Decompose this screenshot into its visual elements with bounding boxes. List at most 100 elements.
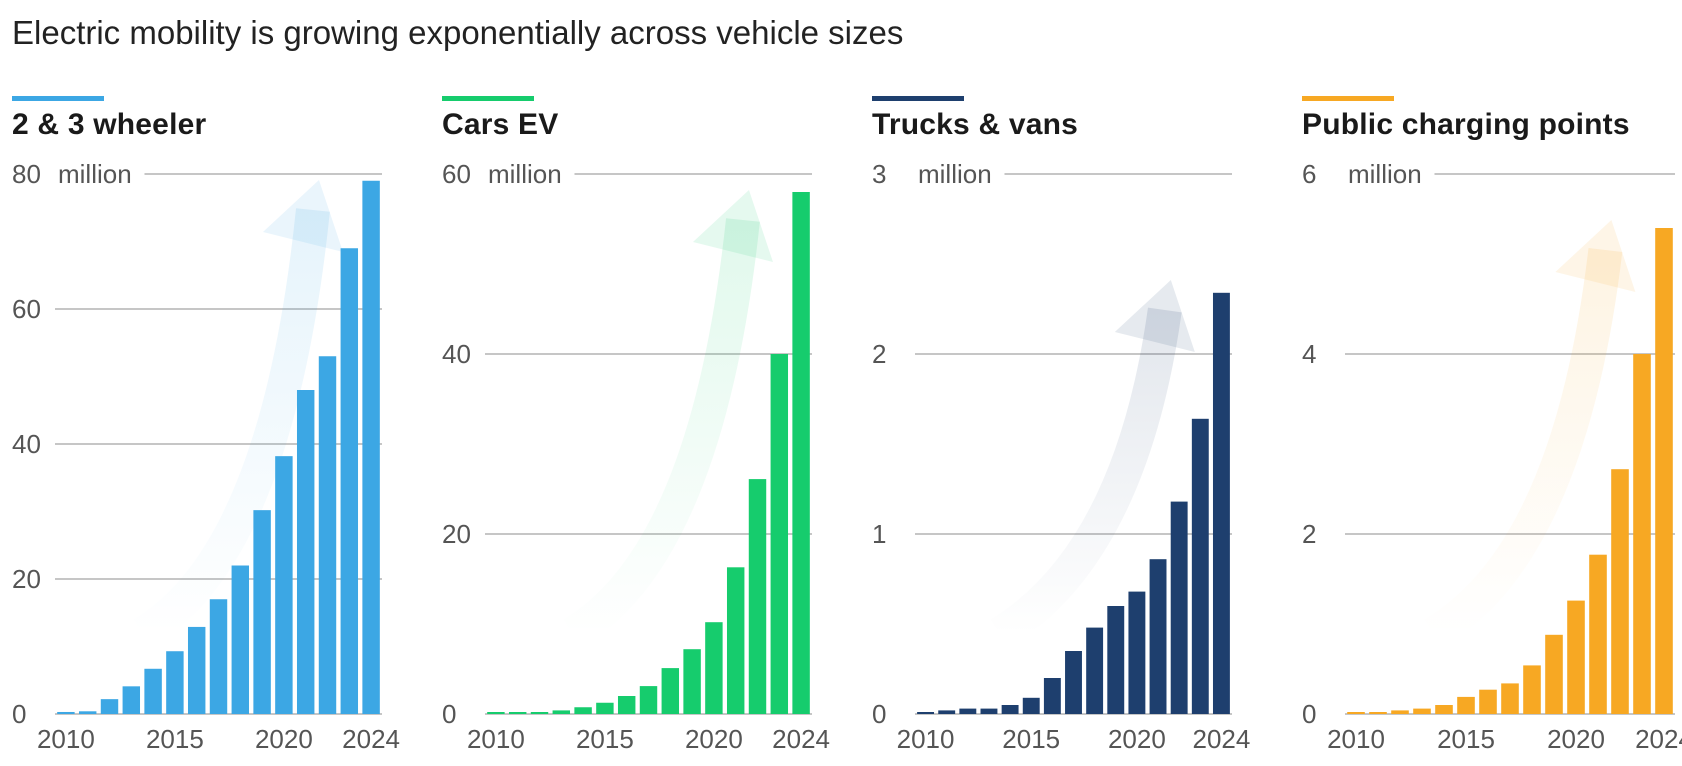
bar-2023 <box>770 354 789 714</box>
bar-2012 <box>530 712 549 714</box>
bar-2015 <box>1022 697 1040 714</box>
bar-2010 <box>57 711 75 714</box>
y-tick-label: 20 <box>12 564 41 594</box>
bar-2018 <box>231 565 250 714</box>
bar-2017 <box>639 686 658 714</box>
x-tick-label: 2020 <box>685 724 743 754</box>
bar-2023 <box>340 248 359 714</box>
panel-title: Trucks & vans <box>872 108 1079 141</box>
bar-2012 <box>100 699 119 714</box>
x-tick-label: 2015 <box>576 724 634 754</box>
y-tick-label: 2 <box>1302 519 1316 549</box>
bar-2010 <box>487 712 505 714</box>
x-tick-label: 2024 <box>342 724 400 754</box>
trend-arrow-head-icon <box>1114 280 1195 352</box>
unit-label: million <box>918 159 992 189</box>
x-tick-label: 2020 <box>255 724 313 754</box>
bar-2023 <box>1633 354 1651 714</box>
bar-2015 <box>1457 696 1475 714</box>
panel-accent-bar <box>1302 96 1394 101</box>
panel-accent-bar <box>12 96 104 101</box>
y-tick-label: 80 <box>12 159 41 189</box>
bar-2020 <box>705 622 723 714</box>
x-tick-label: 2024 <box>1193 724 1251 754</box>
bar-2018 <box>661 668 680 714</box>
bar-2024 <box>792 192 810 714</box>
x-tick-label: 2015 <box>146 724 204 754</box>
bar-2014 <box>144 668 162 714</box>
bar-2017 <box>209 599 228 714</box>
y-tick-label: 40 <box>442 339 471 369</box>
y-tick-label: 0 <box>12 699 26 729</box>
y-tick-label: 6 <box>1302 159 1316 189</box>
y-tick-label: 2 <box>872 339 886 369</box>
bar-2019 <box>1545 634 1563 714</box>
unit-label: million <box>488 159 562 189</box>
bar-2016 <box>187 626 206 714</box>
bar-chart-public-charging-points: 0 2 4 6 million 2010 2015 2020 2024 <box>1302 159 1682 754</box>
x-tick-label: 2010 <box>467 724 525 754</box>
bar-2020 <box>1567 600 1585 714</box>
y-tick-label: 0 <box>1302 699 1316 729</box>
bar-2014 <box>1001 705 1019 714</box>
x-tick-label: 2010 <box>897 724 955 754</box>
bar-2015 <box>596 702 614 714</box>
bar-2019 <box>683 649 701 714</box>
bar-2022 <box>318 356 337 714</box>
bar-chart-cars-ev: 0 20 40 60 million 2010 2015 2020 2024 <box>442 159 830 754</box>
panel-cars-ev: Cars EV 0 20 40 60 million 2010 2015 2020 2024 <box>430 0 850 766</box>
unit-label: million <box>1348 159 1422 189</box>
y-tick-label: 60 <box>442 159 471 189</box>
panel-title: Public charging points <box>1302 108 1630 141</box>
bar-2016 <box>1479 689 1497 714</box>
bar-2014 <box>1435 705 1453 714</box>
trend-arrow-head-icon <box>262 180 343 252</box>
bar-2022 <box>1170 501 1188 714</box>
bar-2011 <box>78 711 97 714</box>
bar-2024 <box>1655 228 1673 714</box>
bar-2024 <box>1212 292 1230 714</box>
bar-2021 <box>296 390 315 714</box>
bar-chart-trucks-vans: 0 1 2 3 million 2010 2015 2020 2024 <box>872 159 1251 754</box>
y-tick-label: 40 <box>12 429 41 459</box>
bar-2013 <box>1413 708 1431 714</box>
y-tick-label: 4 <box>1302 339 1316 369</box>
bar-2014 <box>574 707 592 714</box>
y-tick-label: 60 <box>12 294 41 324</box>
bar-2019 <box>253 510 271 714</box>
x-tick-label: 2015 <box>1437 724 1495 754</box>
x-tick-label: 2010 <box>37 724 95 754</box>
bar-2021 <box>726 567 745 714</box>
x-tick-label: 2010 <box>1327 724 1385 754</box>
bar-2017 <box>1065 651 1082 714</box>
bar-2020 <box>1128 591 1146 714</box>
bar-2024 <box>362 180 380 714</box>
panel-two-three-wheeler: 2 & 3 wheeler 0 20 40 60 80 million 2010 2015 20… <box>0 0 420 766</box>
trend-arrow-icon <box>563 218 760 649</box>
bar-2016 <box>1043 678 1061 714</box>
trend-arrow-head-icon <box>1555 220 1636 292</box>
y-tick-label: 0 <box>442 699 456 729</box>
bar-2011 <box>508 712 527 714</box>
panel-trucks-vans: Trucks & vans 0 1 2 3 million 2010 2015 2020 202… <box>860 0 1280 766</box>
bar-2021 <box>1589 554 1607 714</box>
x-tick-label: 2020 <box>1108 724 1166 754</box>
bar-2012 <box>1391 710 1409 714</box>
bar-2015 <box>166 651 184 714</box>
trend-arrow-head-icon <box>692 190 773 262</box>
y-tick-label: 1 <box>872 519 886 549</box>
bar-2021 <box>1149 559 1167 714</box>
trend-arrow-icon <box>1424 247 1623 649</box>
panel-title: 2 & 3 wheeler <box>12 108 207 141</box>
x-tick-label: 2024 <box>1635 724 1682 754</box>
bar-2013 <box>980 708 998 714</box>
panel-public-charging-points: Public charging points 0 2 4 6 million 2010 20… <box>1290 0 1682 766</box>
bar-2022 <box>1611 469 1629 714</box>
panel-accent-bar <box>442 96 534 101</box>
bar-2013 <box>122 686 141 714</box>
bar-2010 <box>1347 712 1365 714</box>
bar-2018 <box>1523 665 1541 714</box>
bar-2016 <box>617 696 636 714</box>
chart-subtitle: Electric mobility is growing exponential… <box>12 14 904 51</box>
